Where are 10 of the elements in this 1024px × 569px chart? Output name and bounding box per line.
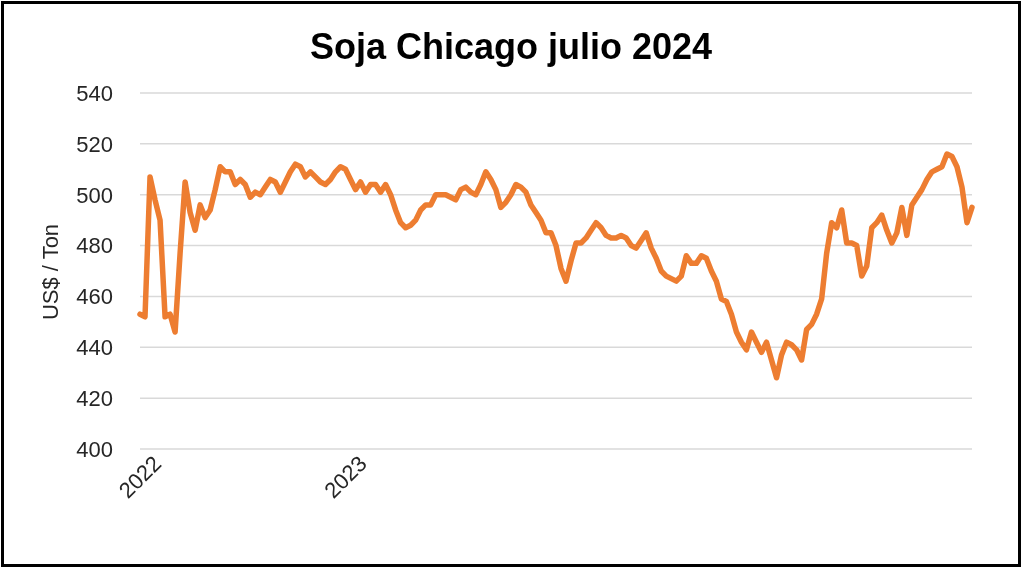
y-tick-label: 500: [76, 182, 113, 208]
y-tick-label: 480: [76, 233, 113, 259]
y-tick-label: 520: [76, 131, 113, 157]
y-tick-label: 540: [76, 80, 113, 106]
y-tick-label: 460: [76, 284, 113, 310]
y-tick-label: 420: [76, 385, 113, 411]
y-tick-label: 440: [76, 335, 113, 361]
y-tick-label: 400: [76, 436, 113, 462]
y-axis-title: US$ / Ton: [38, 223, 64, 321]
chart-title: Soja Chicago julio 2024: [309, 26, 713, 68]
